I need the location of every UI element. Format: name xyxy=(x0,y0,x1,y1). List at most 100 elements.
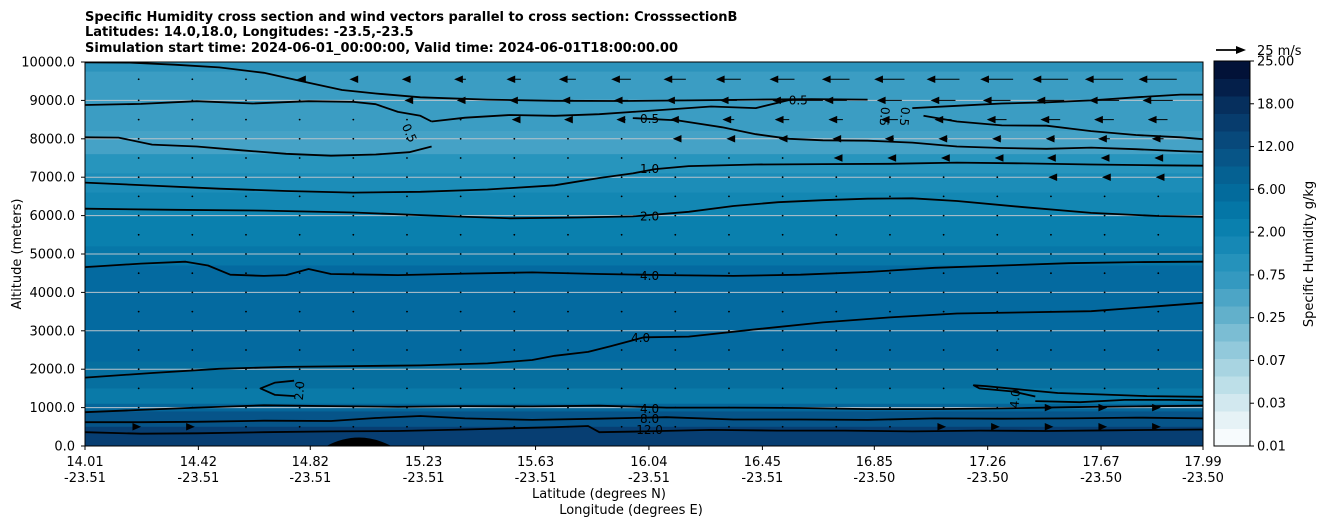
wind-vector-4-4 xyxy=(352,157,355,159)
wind-vector-13-5 xyxy=(406,329,408,332)
wind-vector-6-14 xyxy=(889,195,891,198)
wind-vector-5-16 xyxy=(996,176,999,179)
wind-vector-4-13 xyxy=(833,154,843,162)
wind-vector-16-0 xyxy=(137,387,140,390)
colorbar-segment-1 xyxy=(1214,411,1250,429)
contour-label-6: 2.0 xyxy=(640,209,659,223)
wind-vector-3-5 xyxy=(406,137,408,140)
wind-vector-12-14 xyxy=(889,310,891,313)
wind-vector-14-15 xyxy=(942,349,945,351)
humidity-band-0 xyxy=(85,62,1203,73)
x-tick-label-lat-6: 16.45 xyxy=(744,455,781,470)
wind-vector-15-1 xyxy=(191,368,194,371)
wind-vector-4-9 xyxy=(620,157,623,159)
wind-vector-1-4 xyxy=(352,99,355,102)
title-line-2: Latitudes: 14.0,18.0, Longitudes: -23.5,… xyxy=(85,25,414,40)
wind-vector-11-18 xyxy=(1103,291,1106,294)
wind-vector-15-16 xyxy=(996,368,999,371)
wind-vector-18-19 xyxy=(1152,423,1161,431)
wind-vector-7-19 xyxy=(1157,214,1160,217)
wind-vector-16-9 xyxy=(620,387,623,390)
wind-vector-7-1 xyxy=(191,214,194,217)
contour-2.0-8 xyxy=(85,197,1203,220)
wind-vector-10-12 xyxy=(781,272,784,275)
x-tick-label-lon-0: -23.51 xyxy=(64,471,106,486)
wind-vector-13-11 xyxy=(728,329,730,332)
wind-vector-16-6 xyxy=(459,387,462,390)
wind-vector-18-1 xyxy=(186,423,195,431)
wind-vector-1-8 xyxy=(561,96,574,105)
wind-vector-0-8 xyxy=(558,75,576,84)
wind-vector-1-7 xyxy=(509,96,519,105)
wind-vector-1-10 xyxy=(666,96,684,105)
contour-1.0-7 xyxy=(85,161,1203,194)
wind-vector-16-14 xyxy=(889,387,891,390)
wind-vector-17-2 xyxy=(245,406,247,409)
y-tick-label-8: 8000.0 xyxy=(30,132,76,147)
wind-vector-4-10 xyxy=(674,157,677,159)
y-tick-label-5: 5000.0 xyxy=(30,248,76,263)
wind-vector-1-0 xyxy=(137,99,140,102)
x-tick-label-lat-9: 17.67 xyxy=(1082,455,1119,470)
wind-vector-14-2 xyxy=(245,349,247,351)
x-tick-label-lon-4: -23.51 xyxy=(515,471,557,486)
wind-vector-9-6 xyxy=(459,253,462,255)
wind-vector-15-18 xyxy=(1103,368,1106,371)
wind-vector-11-3 xyxy=(298,291,301,294)
colorbar-segment-21 xyxy=(1214,61,1250,79)
y-axis-label: Altitude (meters) xyxy=(10,199,25,310)
contour-0.5-2 xyxy=(431,99,823,123)
wind-vector-18-5 xyxy=(406,425,408,428)
wind-vector-10-9 xyxy=(620,272,623,275)
wind-vector-15-15 xyxy=(942,368,945,371)
wind-vector-11-7 xyxy=(513,291,516,294)
wind-vector-6-15 xyxy=(942,195,945,198)
wind-vector-18-6 xyxy=(459,425,462,428)
wind-vector-8-13 xyxy=(835,233,838,236)
wind-vector-13-4 xyxy=(352,329,355,332)
humidity-band-8 xyxy=(85,265,1203,363)
wind-vector-12-2 xyxy=(245,310,247,313)
x-tick-label-lat-4: 15.63 xyxy=(517,455,554,470)
wind-vector-7-16 xyxy=(996,214,999,217)
wind-vector-11-1 xyxy=(191,291,194,294)
contour-label-7: 4.0 xyxy=(640,269,659,283)
wind-vector-5-9 xyxy=(620,176,623,179)
x-tick-label-lon-1: -23.51 xyxy=(177,471,219,486)
wind-vector-11-9 xyxy=(620,291,623,294)
wind-vector-11-6 xyxy=(459,291,462,294)
wind-vector-6-3 xyxy=(298,195,301,198)
wind-vector-18-3 xyxy=(298,425,301,428)
wind-vector-16-17 xyxy=(1050,387,1052,390)
wind-vector-18-10 xyxy=(674,425,677,428)
colorbar-segment-2 xyxy=(1214,393,1250,412)
wind-vector-7-2 xyxy=(245,214,247,217)
wind-vector-7-8 xyxy=(567,214,569,217)
wind-vector-10-17 xyxy=(1050,272,1052,275)
wind-vector-17-12 xyxy=(781,406,784,409)
wind-vector-10-7 xyxy=(513,272,516,275)
wind-vector-7-10 xyxy=(674,214,677,217)
contour-2.0-11 xyxy=(259,379,296,397)
chart-title: Specific Humidity cross section and wind… xyxy=(85,10,737,56)
wind-vector-6-12 xyxy=(781,195,784,198)
wind-vector-4-19 xyxy=(1154,154,1164,162)
wind-vector-0-3 xyxy=(297,75,306,84)
wind-vector-0-1 xyxy=(191,78,194,81)
wind-vector-18-12 xyxy=(781,425,784,428)
wind-vector-2-8 xyxy=(564,115,573,124)
contour-8.0-15 xyxy=(85,415,1203,424)
wind-vector-0-9 xyxy=(611,75,631,84)
wind-vector-0-14 xyxy=(874,75,905,84)
contour-label-5: 1.0 xyxy=(640,162,659,176)
colorbar-segment-12 xyxy=(1214,218,1250,237)
colorbar-segment-3 xyxy=(1214,376,1250,394)
wind-vector-17-5 xyxy=(406,406,408,409)
wind-vector-0-18 xyxy=(1084,75,1124,84)
wind-vector-2-16 xyxy=(986,115,1007,124)
humidity-band-10 xyxy=(85,388,1203,405)
x-tick-label-lon-2: -23.51 xyxy=(289,471,331,486)
wind-vector-14-19 xyxy=(1157,349,1160,351)
contour-label-2: 0.5 xyxy=(789,93,808,107)
